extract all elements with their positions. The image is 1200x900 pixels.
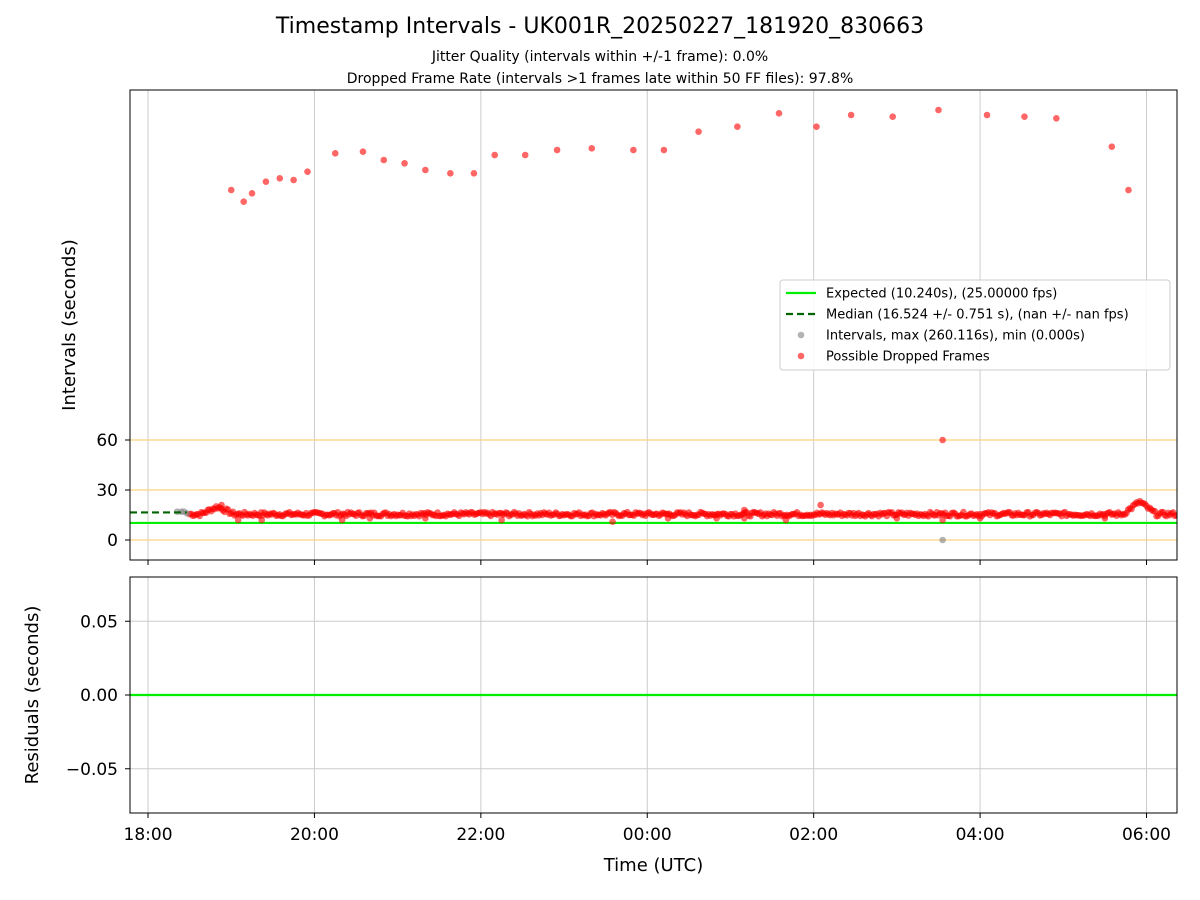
dropped-frame-point bbox=[491, 151, 499, 159]
dropped-frame-point bbox=[380, 156, 388, 164]
dropped-frame-point bbox=[447, 170, 454, 177]
interval-point bbox=[939, 536, 946, 544]
dropped-frame-point bbox=[331, 150, 339, 157]
y-tick-label: 0.05 bbox=[80, 612, 118, 632]
legend-entry: Intervals, max (260.116s), min (0.000s) bbox=[826, 329, 1085, 344]
dropped-frame-point bbox=[983, 111, 991, 119]
dropped-frame-point bbox=[304, 168, 311, 175]
dropped-frame-point bbox=[847, 111, 855, 119]
residuals-plot: 0.05 0.00 −0.05 Residuals (seconds) bbox=[22, 576, 1178, 814]
y-tick-label: 0.00 bbox=[80, 686, 118, 706]
dropped-frame-point bbox=[713, 515, 720, 522]
intervals-plot: 0 30 60 Intervals (seconds) bbox=[59, 89, 1178, 565]
dropped-frame-point bbox=[609, 518, 616, 525]
dropped-frame-point bbox=[664, 515, 672, 522]
dropped-frame-point bbox=[817, 501, 824, 509]
dropped-frame-point bbox=[1125, 186, 1132, 194]
dropped-frame-point bbox=[521, 151, 529, 159]
dropped-frame-point bbox=[240, 198, 248, 205]
x-tick-label: 22:00 bbox=[456, 825, 505, 845]
x-tick-label: 00:00 bbox=[623, 825, 672, 845]
legend-entry: Possible Dropped Frames bbox=[826, 350, 990, 365]
dropped-frame-point bbox=[1173, 512, 1177, 519]
legend: Expected (10.240s), (25.00000 fps) Median… bbox=[779, 279, 1171, 371]
dropped-frame-point bbox=[813, 123, 820, 130]
dropped-frame-point bbox=[782, 516, 790, 524]
dropped-frame-point bbox=[775, 110, 783, 117]
dropped-frame-point bbox=[741, 515, 748, 522]
x-tick-label: 02:00 bbox=[789, 825, 838, 845]
dropped-frame-point bbox=[1021, 113, 1028, 120]
dropped-frame-point bbox=[893, 515, 901, 522]
dropped-frame-point bbox=[401, 160, 408, 167]
dropped-frame-point bbox=[276, 175, 284, 182]
plot-area bbox=[130, 577, 1177, 813]
dropped-frame-point bbox=[248, 190, 256, 197]
x-axis: 18:00 20:00 22:00 00:00 02:00 04:00 06:00 Time … bbox=[124, 813, 1171, 876]
dropped-frame-point bbox=[422, 166, 429, 174]
dropped-frame-point bbox=[734, 123, 741, 130]
dropped-frame-point bbox=[234, 516, 242, 524]
legend-intervals-handle bbox=[797, 331, 805, 339]
y-tick-label: 0 bbox=[107, 531, 118, 551]
dropped-frame-point bbox=[630, 146, 637, 154]
legend-entry: Median (16.524 +/- 0.751 s), (nan +/- na… bbox=[826, 308, 1129, 323]
dropped-frame-point bbox=[741, 506, 748, 514]
dropped-frame-point bbox=[470, 170, 478, 177]
dropped-frame-point bbox=[338, 516, 346, 524]
chart-subtitle-jitter: Jitter Quality (intervals within +/-1 fr… bbox=[431, 49, 769, 65]
dropped-frame-point bbox=[359, 148, 367, 155]
plot-frame bbox=[129, 89, 1178, 561]
x-tick-label: 18:00 bbox=[124, 825, 173, 845]
dropped-frame-point bbox=[935, 106, 942, 114]
legend-box bbox=[779, 279, 1171, 371]
x-tick-label: 20:00 bbox=[290, 825, 339, 845]
dropped-frame-point bbox=[498, 516, 505, 524]
x-tick-label: 04:00 bbox=[956, 825, 1005, 845]
dropped-frame-point bbox=[1053, 115, 1060, 122]
y-axis-label: Residuals (seconds) bbox=[22, 606, 43, 785]
dropped-frame-point bbox=[258, 516, 266, 524]
dropped-frame-point bbox=[939, 436, 946, 444]
dropped-frame-point bbox=[1151, 507, 1159, 515]
dropped-frame-point bbox=[588, 145, 596, 152]
dropped-frame-point bbox=[218, 501, 225, 509]
dropped-frame-point bbox=[889, 113, 897, 120]
y-tick-label: 60 bbox=[96, 431, 118, 451]
dropped-frame-point bbox=[1108, 143, 1116, 150]
chart-title: Timestamp Intervals - UK001R_20250227_18… bbox=[275, 14, 925, 39]
dropped-frame-point bbox=[422, 515, 429, 522]
dropped-frame-point bbox=[1101, 515, 1109, 522]
dropped-frame-point bbox=[660, 146, 668, 154]
dropped-frame-point bbox=[695, 128, 702, 135]
x-axis-label: Time (UTC) bbox=[603, 855, 704, 876]
dropped-frame-point bbox=[366, 515, 374, 522]
dropped-frame-point bbox=[262, 178, 270, 185]
legend-entry: Expected (10.240s), (25.00000 fps) bbox=[826, 287, 1057, 302]
dropped-frame-point bbox=[227, 186, 235, 194]
dropped-frame-point bbox=[290, 176, 297, 184]
dropped-frame-point bbox=[939, 516, 946, 524]
y-axis-label: Intervals (seconds) bbox=[59, 239, 80, 411]
dropped-frame-point bbox=[976, 515, 984, 522]
dropped-frame-point bbox=[553, 146, 561, 154]
legend-dropped-handle bbox=[797, 352, 805, 360]
plot-area bbox=[130, 90, 1177, 560]
y-tick-label: 30 bbox=[96, 481, 118, 501]
chart-subtitle-dropped: Dropped Frame Rate (intervals >1 frames … bbox=[346, 71, 854, 87]
x-tick-label: 06:00 bbox=[1122, 825, 1171, 845]
y-tick-label: −0.05 bbox=[66, 760, 118, 780]
